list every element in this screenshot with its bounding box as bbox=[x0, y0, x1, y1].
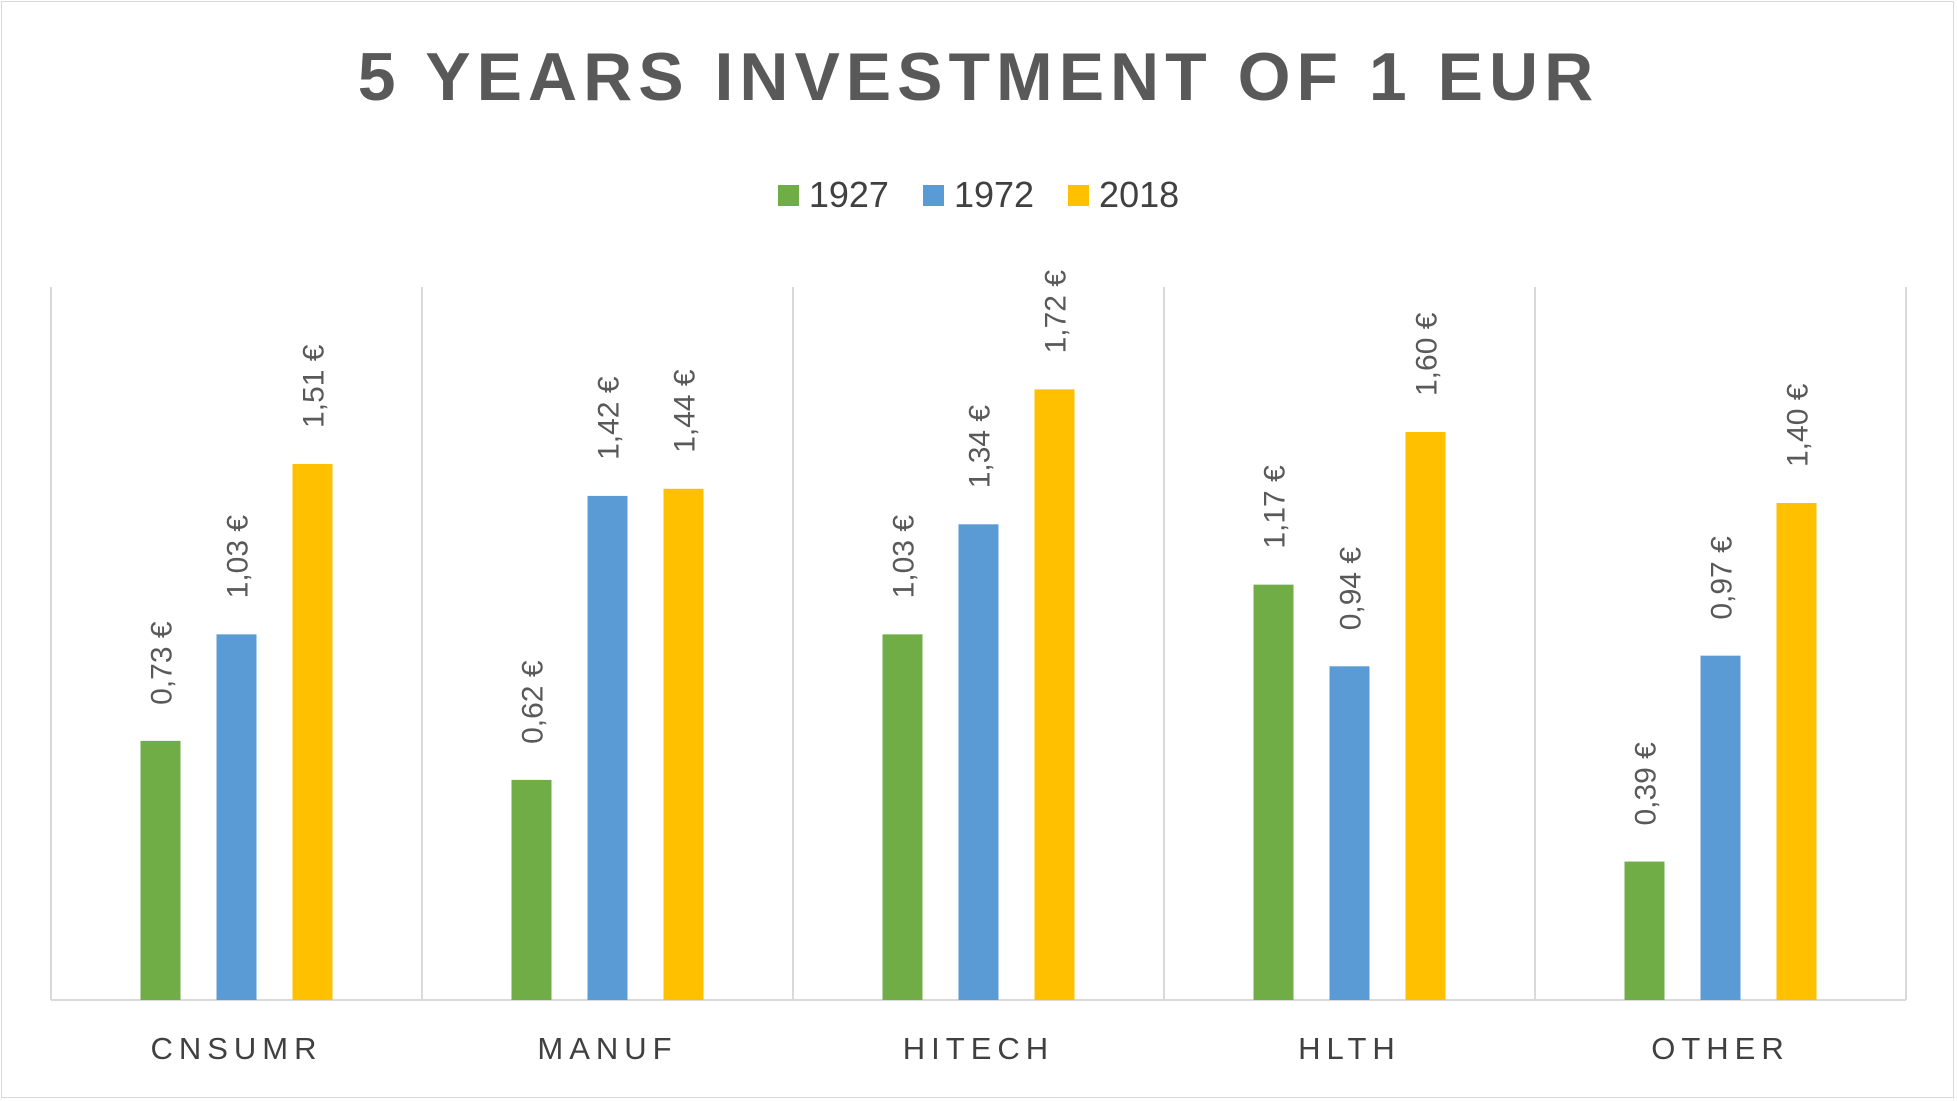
bar-manuf-1927 bbox=[511, 779, 552, 1000]
legend-swatch-1927 bbox=[777, 184, 799, 206]
legend-swatch-1972 bbox=[922, 184, 944, 206]
legend-item-2018: 2018 bbox=[1068, 174, 1179, 216]
bar-hitech-1927 bbox=[882, 634, 923, 1000]
data-label-other-1972: 0,97 € bbox=[1706, 536, 1739, 620]
bar-hitech-2018 bbox=[1034, 389, 1075, 1000]
legend-swatch-2018 bbox=[1068, 184, 1090, 206]
data-label-manuf-1972: 1,42 € bbox=[593, 376, 626, 460]
category-label-manuf: MANUF bbox=[537, 1031, 677, 1066]
data-label-hitech-1927: 1,03 € bbox=[888, 515, 921, 599]
legend-label-1972: 1972 bbox=[953, 174, 1035, 215]
data-label-hitech-2018: 1,72 € bbox=[1040, 270, 1073, 354]
bar-hitech-1972 bbox=[958, 524, 999, 1000]
data-label-manuf-2018: 1,44 € bbox=[669, 369, 702, 453]
bar-other-1927 bbox=[1624, 861, 1665, 1000]
data-label-other-1927: 0,39 € bbox=[1630, 742, 1663, 826]
data-label-hlth-2018: 1,60 € bbox=[1411, 312, 1444, 396]
data-label-hitech-1972: 1,34 € bbox=[964, 405, 997, 489]
bar-cnsumr-1972 bbox=[216, 634, 257, 1000]
bar-hlth-1972 bbox=[1329, 666, 1370, 1000]
chart-legend: 1927 1972 2018 bbox=[0, 174, 1957, 216]
data-label-hlth-1972: 0,94 € bbox=[1335, 547, 1368, 631]
legend-label-1927: 1927 bbox=[808, 174, 889, 215]
chart-title: 5 YEARS INVESTMENT OF 1 EUR bbox=[357, 39, 1600, 115]
legend-item-1927: 1927 bbox=[777, 174, 889, 216]
bar-manuf-2018 bbox=[663, 488, 704, 1000]
category-label-hlth: HLTH bbox=[1298, 1031, 1401, 1066]
data-label-manuf-1927: 0,62 € bbox=[517, 660, 550, 744]
legend-label-2018: 2018 bbox=[1099, 174, 1180, 215]
data-label-other-2018: 1,40 € bbox=[1782, 383, 1815, 467]
data-label-cnsumr-1972: 1,03 € bbox=[222, 515, 255, 599]
bar-cnsumr-2018 bbox=[292, 463, 333, 1000]
category-label-hitech: HITECH bbox=[903, 1031, 1054, 1066]
data-label-cnsumr-1927: 0,73 € bbox=[146, 621, 179, 705]
data-label-cnsumr-2018: 1,51 € bbox=[298, 344, 331, 428]
bar-cnsumr-1927 bbox=[140, 740, 181, 1000]
category-label-cnsumr: CNSUMR bbox=[150, 1031, 322, 1066]
legend-item-1972: 1972 bbox=[922, 174, 1035, 216]
bar-hlth-1927 bbox=[1253, 584, 1294, 1000]
category-label-other: OTHER bbox=[1651, 1031, 1790, 1066]
bar-other-2018 bbox=[1776, 503, 1817, 1000]
bar-manuf-1972 bbox=[587, 495, 628, 1000]
bar-other-1972 bbox=[1700, 655, 1741, 1000]
data-label-hlth-1927: 1,17 € bbox=[1259, 465, 1292, 549]
bar-hlth-2018 bbox=[1405, 432, 1446, 1000]
